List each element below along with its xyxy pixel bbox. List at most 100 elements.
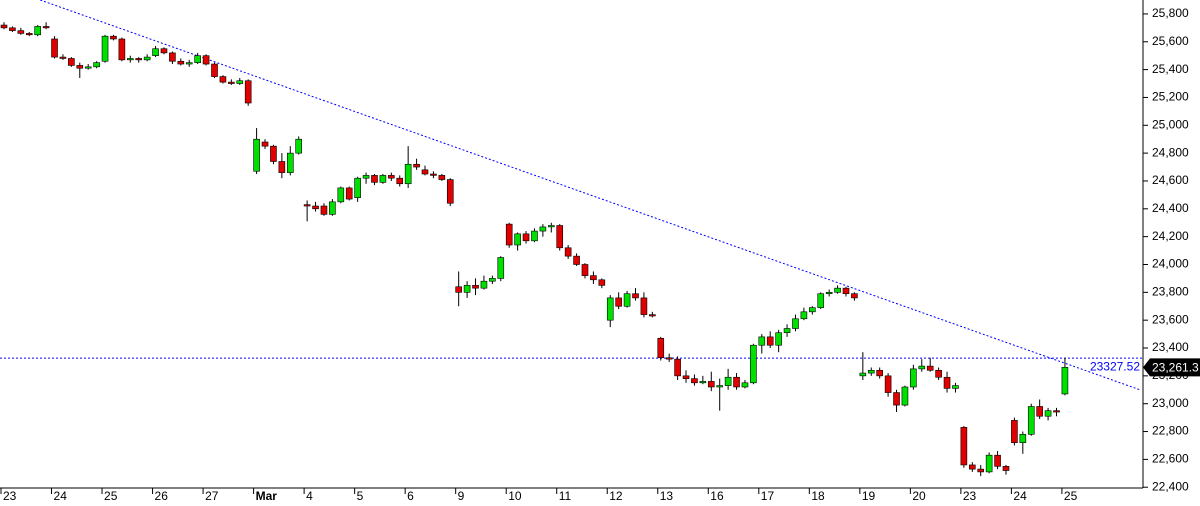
x-tick-label: 27 xyxy=(205,489,219,503)
candle-body xyxy=(472,285,479,289)
y-tick-label: 24,800 xyxy=(1152,145,1189,159)
x-tick-label: 18 xyxy=(811,489,825,503)
y-tick-label: 22,800 xyxy=(1152,424,1189,438)
candle-body xyxy=(497,257,505,279)
candle-body xyxy=(25,33,33,36)
x-tick-label: 6 xyxy=(407,489,414,503)
candle-body xyxy=(901,386,909,406)
candle-body xyxy=(657,337,665,359)
candle-body xyxy=(859,372,867,377)
x-tick-label: 23 xyxy=(3,489,17,503)
candle-body xyxy=(564,247,572,257)
candle-body xyxy=(935,369,942,378)
x-tick-label: 12 xyxy=(609,489,623,503)
candle-body xyxy=(0,24,8,29)
candle-body xyxy=(118,38,126,61)
candle-body xyxy=(261,141,269,147)
candle-body xyxy=(1027,406,1035,435)
candle-body xyxy=(1061,367,1069,395)
y-tick-label: 25,400 xyxy=(1152,62,1189,76)
candle-body xyxy=(699,381,707,384)
candle-body xyxy=(809,307,816,313)
candle-body xyxy=(396,177,404,185)
candle-body xyxy=(590,275,597,281)
candle-body xyxy=(295,138,303,154)
candle-body xyxy=(228,81,235,84)
candle-body xyxy=(455,286,462,293)
candle-body xyxy=(84,66,92,69)
candle-body xyxy=(598,279,606,286)
candle-body xyxy=(834,287,841,293)
candle-body xyxy=(1011,420,1018,443)
candle-body xyxy=(623,293,631,307)
candle-body xyxy=(1019,434,1027,443)
candle-body xyxy=(379,175,387,183)
candle-body xyxy=(463,285,471,293)
candle-body xyxy=(994,454,1001,467)
x-tick-label: 20 xyxy=(912,489,926,503)
y-tick-label: 23,400 xyxy=(1152,340,1189,354)
y-tick-label: 22,600 xyxy=(1152,452,1189,466)
candle-body xyxy=(581,264,589,276)
level-label: 23327.52 xyxy=(1090,359,1140,373)
candle-body xyxy=(1002,466,1010,471)
candle-body xyxy=(606,297,614,321)
candle-body xyxy=(766,336,774,346)
y-tick-label: 24,600 xyxy=(1152,173,1189,187)
candle-body xyxy=(741,382,749,388)
candle-body xyxy=(286,152,294,173)
candle-body xyxy=(910,368,917,388)
candle-body xyxy=(884,375,892,393)
candle-body xyxy=(556,225,564,249)
y-tick-label: 23,800 xyxy=(1152,285,1189,299)
candle-body xyxy=(127,58,134,61)
candle-body xyxy=(320,205,328,215)
candle-body xyxy=(733,376,740,388)
last-price-label: 23,261.3 xyxy=(1152,360,1199,374)
candle-body xyxy=(202,55,210,65)
candle-body xyxy=(329,201,336,215)
y-tick-label: 22,400 xyxy=(1152,479,1189,493)
candle-body xyxy=(691,378,698,384)
candle-body xyxy=(926,365,934,371)
x-tick-label: 4 xyxy=(306,489,313,503)
candle-body xyxy=(632,293,639,299)
candle-body xyxy=(674,358,681,377)
candle-body xyxy=(446,179,454,204)
candle-body xyxy=(9,27,16,31)
x-tick-label: 5 xyxy=(357,489,364,503)
candle-body xyxy=(388,175,395,179)
candle-body xyxy=(522,233,530,242)
candle-body xyxy=(505,223,513,246)
candle-body xyxy=(825,292,833,295)
candle-body xyxy=(876,369,883,377)
last-price-box xyxy=(1143,358,1200,377)
candle-body xyxy=(775,332,782,346)
x-tick-label: 17 xyxy=(761,489,775,503)
candle-body xyxy=(489,278,496,282)
x-tick-label: 11 xyxy=(559,489,572,503)
candle-body xyxy=(724,376,732,386)
candle-body xyxy=(867,369,875,374)
y-tick-label: 25,600 xyxy=(1152,34,1189,48)
candle-body xyxy=(51,38,58,58)
candle-body xyxy=(707,381,715,388)
candle-body xyxy=(362,175,370,179)
candle-body xyxy=(758,336,766,346)
candle-body xyxy=(842,287,850,295)
x-tick-label: 24 xyxy=(1013,489,1027,503)
candle-body xyxy=(682,375,690,379)
candle-body xyxy=(539,226,547,232)
candle-body xyxy=(169,52,176,62)
y-tick-label: 23,000 xyxy=(1152,396,1189,410)
candle-body xyxy=(152,48,159,56)
candle-body xyxy=(649,314,656,317)
candle-body xyxy=(413,163,420,168)
candle-body xyxy=(514,233,521,246)
candle-body xyxy=(952,385,959,389)
y-tick-label: 24,200 xyxy=(1152,229,1189,243)
candle-body xyxy=(17,30,25,34)
candle-body xyxy=(253,138,260,172)
candle-body xyxy=(531,230,538,242)
